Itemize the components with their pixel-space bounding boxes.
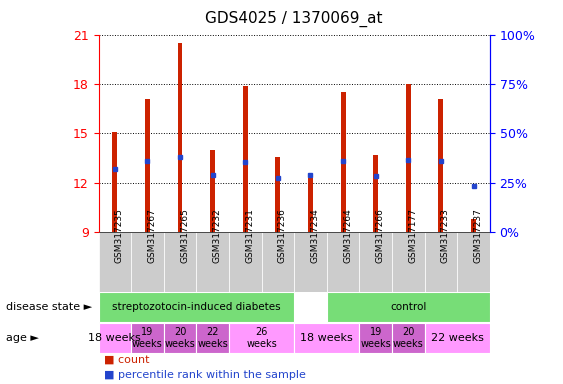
FancyBboxPatch shape [131,232,164,292]
Bar [373,155,378,232]
Text: 19
weeks: 19 weeks [360,327,391,349]
Bar [177,43,182,232]
FancyBboxPatch shape [457,232,490,292]
Text: GSM317266: GSM317266 [376,208,385,263]
Text: 26
weeks: 26 weeks [246,327,277,349]
Bar [243,86,248,232]
FancyBboxPatch shape [229,323,294,353]
Text: 20
weeks: 20 weeks [164,327,195,349]
Text: GDS4025 / 1370069_at: GDS4025 / 1370069_at [205,11,383,27]
Text: 19
weeks: 19 weeks [132,327,163,349]
FancyBboxPatch shape [327,232,359,292]
Text: disease state ►: disease state ► [6,302,92,312]
FancyBboxPatch shape [294,323,359,353]
FancyBboxPatch shape [262,232,294,292]
Text: 22
weeks: 22 weeks [197,327,228,349]
Text: GSM317264: GSM317264 [343,208,352,263]
Text: 22 weeks: 22 weeks [431,333,484,343]
Text: GSM317235: GSM317235 [115,208,124,263]
Text: ■ count: ■ count [104,355,150,365]
Text: 20
weeks: 20 weeks [393,327,424,349]
Text: GSM317267: GSM317267 [148,208,157,263]
FancyBboxPatch shape [131,323,164,353]
Text: GSM317231: GSM317231 [245,208,254,263]
Text: control: control [390,302,427,312]
FancyBboxPatch shape [99,293,294,322]
Bar [471,219,476,232]
FancyBboxPatch shape [196,232,229,292]
Text: age ►: age ► [6,333,38,343]
FancyBboxPatch shape [392,323,425,353]
Text: GSM317177: GSM317177 [408,208,417,263]
FancyBboxPatch shape [164,232,196,292]
Bar [308,178,313,232]
Text: 18 weeks: 18 weeks [301,333,353,343]
Bar [275,157,280,232]
FancyBboxPatch shape [425,323,490,353]
FancyBboxPatch shape [196,323,229,353]
FancyBboxPatch shape [164,323,196,353]
Text: GSM317234: GSM317234 [310,208,319,263]
Bar [406,84,411,232]
Bar [113,132,117,232]
Bar [439,99,443,232]
Text: ■ percentile rank within the sample: ■ percentile rank within the sample [104,370,306,380]
FancyBboxPatch shape [392,232,425,292]
Text: GSM317236: GSM317236 [278,208,287,263]
Text: streptozotocin-induced diabetes: streptozotocin-induced diabetes [112,302,281,312]
Text: GSM317237: GSM317237 [473,208,482,263]
Text: GSM317233: GSM317233 [441,208,450,263]
FancyBboxPatch shape [99,323,131,353]
Bar [341,92,346,232]
Text: GSM317232: GSM317232 [213,208,222,263]
FancyBboxPatch shape [294,232,327,292]
FancyBboxPatch shape [359,323,392,353]
FancyBboxPatch shape [425,232,457,292]
Bar [210,150,215,232]
FancyBboxPatch shape [359,232,392,292]
FancyBboxPatch shape [229,232,262,292]
Text: GSM317265: GSM317265 [180,208,189,263]
FancyBboxPatch shape [327,293,490,322]
Bar [145,99,150,232]
Text: 18 weeks: 18 weeks [88,333,141,343]
FancyBboxPatch shape [99,232,131,292]
